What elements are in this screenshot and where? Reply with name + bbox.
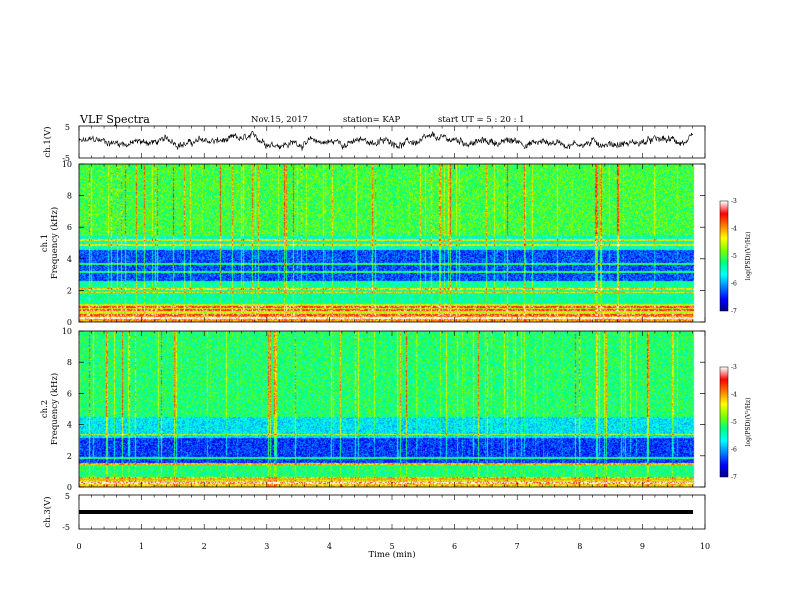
ch1-colorbar-gradient [720, 201, 728, 311]
ch1-waveform-ylabel: ch.1(V) [42, 126, 53, 157]
ch2-colorbar-ticks: -3 -4 -5 -6 -7 [731, 364, 737, 481]
ch1-ytick-bottom: -5 [62, 154, 70, 163]
time-tick-label: 2 [202, 542, 207, 551]
ch1-waveform-panel: 5 -5 ch.1(V) [42, 123, 706, 163]
ch1-ytick-top: 5 [65, 123, 70, 132]
ch1-colorbar-label: log(PSD)(V²/Hz) [745, 232, 752, 281]
ch1-colorbar-frame [719, 200, 729, 312]
ch2-spectrogram-panel: 0 2 4 6 8 10 ch.2 Frequency (kHz) [40, 327, 706, 492]
ch2-colorbar: -3 -4 -5 -6 -7 log(PSD)(V²/Hz) [719, 364, 752, 481]
ch2-channel-label: ch.2 [40, 400, 50, 418]
station-label: station= KAP [343, 115, 401, 125]
time-tick-label: 6 [452, 542, 457, 551]
ch2-colorbar-gradient [720, 367, 728, 477]
frequency-tick-label: 2 [67, 452, 72, 461]
colorbar-tick-label: -6 [731, 447, 737, 454]
colorbar-tick-label: -3 [731, 364, 737, 371]
frequency-tick-label: 4 [67, 421, 72, 430]
date-label: Nov.15, 2017 [251, 115, 308, 125]
ch3-waveform-ylabel: ch.3(V) [42, 496, 53, 527]
ch1-frequency-label: Frequency (kHz) [49, 207, 60, 279]
frequency-tick-label: 2 [67, 286, 72, 295]
ch1-colorbar: -3 -4 -5 -6 -7 log(PSD)(V²/Hz) [719, 198, 752, 315]
ch1-waveform-frame [78, 125, 706, 159]
frequency-tick-label: 6 [67, 389, 72, 398]
ch1-spectrogram-image [79, 164, 705, 322]
time-tick-label: 10 [700, 542, 710, 551]
time-tick-label: 3 [264, 542, 269, 551]
ch1-spectrogram-yticks: 0 2 4 6 8 10 [62, 160, 705, 327]
time-tick-label: 7 [515, 542, 520, 551]
ch1-waveform-trace [78, 130, 694, 151]
time-tick-label: 8 [577, 542, 582, 551]
colorbar-tick-label: -3 [731, 198, 737, 205]
time-tick-label: 1 [139, 542, 144, 551]
frequency-tick-label: 10 [62, 327, 72, 336]
frequency-tick-label: 8 [67, 358, 72, 367]
ch2-spectrogram-image [79, 331, 705, 487]
figure-title: VLF Spectra [79, 113, 150, 126]
ch1-spectrogram-panel: 0 2 4 6 8 10 ch.1 Frequency (kHz) [40, 160, 706, 327]
frequency-tick-label: 8 [67, 192, 72, 201]
ch2-frequency-label: Frequency (kHz) [49, 373, 60, 445]
ch2-colorbar-label: log(PSD)(V²/Hz) [745, 398, 752, 447]
colorbar-tick-label: -7 [731, 308, 737, 315]
ch3-ytick-top: 5 [65, 492, 70, 501]
frequency-tick-label: 10 [62, 160, 72, 169]
colorbar-tick-label: -5 [731, 419, 737, 426]
time-tick-label: 5 [389, 542, 394, 551]
ch1-channel-label: ch.1 [40, 234, 50, 252]
time-tick-label: 9 [640, 542, 645, 551]
frequency-tick-label: 0 [67, 483, 72, 492]
colorbar-tick-label: -4 [731, 392, 737, 399]
ch2-colorbar-frame [719, 366, 729, 478]
time-axis-ticks: 0 1 2 3 4 5 6 7 8 9 10 [76, 126, 710, 551]
time-tick-label: 4 [327, 542, 332, 551]
ch3-ytick-bottom: -5 [62, 523, 70, 532]
frequency-tick-label: 0 [67, 318, 72, 327]
time-axis-label: Time (min) [368, 549, 415, 560]
colorbar-tick-label: -4 [731, 226, 737, 233]
ch2-spectrogram-yticks: 0 2 4 6 8 10 [62, 327, 705, 492]
frequency-tick-label: 4 [67, 255, 72, 264]
ch1-colorbar-ticks: -3 -4 -5 -6 -7 [731, 198, 737, 315]
frequency-tick-label: 6 [67, 223, 72, 232]
start-time-label: start UT = 5 : 20 : 1 [438, 115, 525, 125]
colorbar-tick-label: -7 [731, 474, 737, 481]
colorbar-tick-label: -6 [731, 281, 737, 288]
time-tick-label: 0 [76, 542, 81, 551]
colorbar-tick-label: -5 [731, 253, 737, 260]
